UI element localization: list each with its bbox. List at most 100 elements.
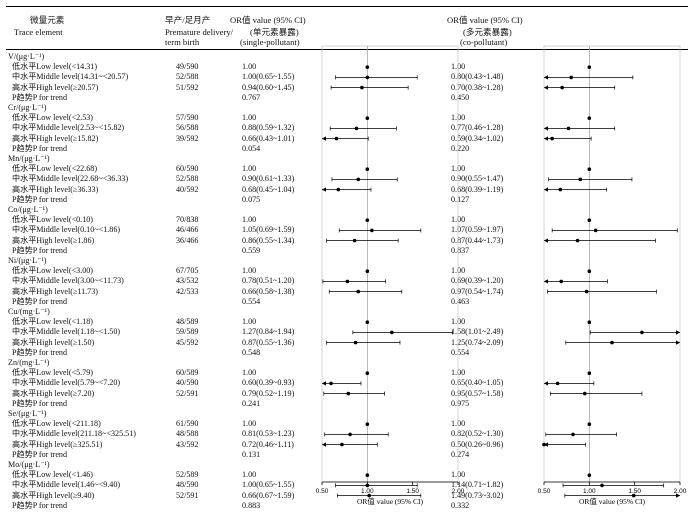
ci-arrow-left — [544, 85, 548, 90]
table-row: 中水平Middle level(3.00~<11.73) 43/532 0.78(0… — [0, 276, 700, 286]
row-label: 中水平Middle level(1.18~<1.50) — [12, 327, 121, 337]
ci-arrow-right — [676, 340, 680, 345]
header-count-cn: 早产/足月产 — [165, 15, 211, 25]
row-label: 中水平Middle level(0.10~<1.86) — [12, 225, 121, 235]
or-point — [558, 187, 563, 192]
row-single-or: 0.66(0.58~1.38) — [242, 286, 295, 296]
or-point — [631, 493, 636, 498]
row-count: 45/592 — [176, 337, 199, 347]
or-point — [353, 340, 358, 345]
group-header: Mo/(μg·L⁻¹) — [0, 460, 700, 470]
row-label: 中水平Middle level(14.31~<20.57) — [12, 72, 129, 82]
or-point — [569, 75, 573, 80]
trend-label: P趋势P for trend — [12, 143, 68, 153]
ci-arrow-left — [544, 238, 548, 243]
or-point — [365, 269, 370, 274]
row-count: 42/533 — [176, 286, 199, 296]
header-multi-cn: (多元素暴露) — [463, 27, 512, 37]
header-single-title: OR值 value (95% CI) — [230, 15, 306, 25]
row-multi-or: 0.82(0.52~1.30) — [451, 429, 504, 439]
or-point — [600, 483, 604, 488]
row-multi-or: 0.50(0.26~0.96) — [451, 439, 504, 449]
row-count: 40/592 — [176, 184, 199, 194]
panel-frame — [321, 45, 459, 483]
trend-single-p: 0.883 — [242, 500, 261, 510]
trend-multi-p: 0.274 — [451, 449, 470, 459]
row-single-or: 1.00(0.65~1.55) — [242, 480, 295, 490]
table-row: 高水平High level(≥36.33) 40/592 0.68(0.45~1.0… — [0, 185, 700, 195]
table-row: 中水平Middle level(22.68~<36.33) 52/588 0.90(… — [0, 174, 700, 184]
or-point — [578, 177, 583, 182]
row-label: 低水平Low level(<14.31) — [12, 62, 98, 72]
or-point — [587, 116, 592, 120]
row-multi-or: 0.65(0.40~1.05) — [451, 378, 504, 388]
row-single-or: 1.00 — [242, 164, 257, 174]
or-point — [365, 218, 370, 222]
group-name: V/(μg·L⁻¹) — [8, 52, 45, 61]
or-point — [587, 218, 592, 222]
or-point — [587, 269, 592, 274]
or-point — [587, 473, 592, 478]
trend-row: P趋势P for trend 0.241 0.975 — [0, 399, 700, 409]
row-multi-or: 0.90(0.55~1.47) — [451, 174, 504, 184]
or-point — [370, 228, 374, 233]
or-point — [365, 75, 370, 80]
row-count: 36/466 — [176, 235, 199, 245]
group-name: Mn/(μg·L⁻¹) — [8, 154, 50, 163]
header-multi-title: OR值 value (95% CI) — [447, 15, 523, 25]
row-label: 高水平High level(≥7.20) — [12, 388, 95, 398]
trend-row: P趋势P for trend 0.559 0.837 — [0, 246, 700, 256]
row-count: 46/466 — [176, 225, 199, 235]
or-point — [571, 432, 575, 437]
row-multi-or: 1.14(0.71~1.82) — [451, 480, 504, 490]
panel-frame — [543, 45, 681, 483]
row-count: 48/589 — [176, 317, 199, 327]
group-header: V/(μg·L⁻¹) — [0, 52, 700, 62]
table-row: 中水平Middle level(211.18~<325.51) 48/588 0.8… — [0, 429, 700, 439]
or-point — [640, 330, 644, 335]
trend-single-p: 0.767 — [242, 92, 261, 102]
row-multi-or: 1.07(0.59~1.97) — [451, 225, 504, 235]
row-label: 低水平Low level(<211.18) — [12, 419, 101, 429]
row-multi-or: 0.97(0.54~1.74) — [451, 286, 504, 296]
trend-multi-p: 0.127 — [451, 194, 470, 204]
or-point — [550, 136, 554, 141]
group-header: Zn/(mg·L⁻¹) — [0, 358, 700, 368]
table-row: 高水平High level(≥1.50) 45/592 0.87(0.55~1.36… — [0, 338, 700, 348]
or-point — [593, 228, 598, 233]
or-point — [365, 116, 370, 120]
or-point — [345, 279, 350, 284]
table-row: 高水平High level(≥11.73) 42/533 0.66(0.58~1.3… — [0, 287, 700, 297]
trend-row: P趋势P for trend 0.554 0.463 — [0, 297, 700, 307]
row-single-or: 1.00 — [242, 368, 257, 378]
group-name: Co/(μg·L⁻¹) — [8, 205, 48, 214]
row-single-or: 0.78(0.51~1.20) — [242, 276, 295, 286]
or-point — [587, 320, 592, 325]
or-point — [365, 371, 370, 376]
row-count: 56/588 — [176, 123, 199, 133]
table-row: 高水平High level(≥15.82) 39/592 0.66(0.43~1.0… — [0, 134, 700, 144]
row-label: 低水平Low level(<1.46) — [12, 470, 93, 480]
row-multi-or: 0.80(0.43~1.48) — [451, 72, 504, 82]
ci-arrow-left — [544, 126, 548, 131]
table-row: 高水平High level(≥1.86) 36/466 0.86(0.55~1.34… — [0, 236, 700, 246]
trend-multi-p: 0.975 — [451, 398, 470, 408]
group-header: Se/(μg·L⁻¹) — [0, 409, 700, 419]
or-point — [329, 381, 333, 386]
row-count: 60/590 — [176, 164, 199, 174]
header-single-en: (single-pollutant) — [240, 37, 300, 47]
row-count: 49/590 — [176, 62, 199, 72]
top-rule — [6, 6, 688, 7]
or-point — [365, 320, 370, 325]
or-point — [587, 167, 592, 171]
trend-single-p: 0.241 — [242, 398, 261, 408]
row-label: 低水平Low level(<2.53) — [12, 113, 93, 123]
ci-arrow-left — [544, 75, 548, 80]
ci-arrow-left — [322, 187, 326, 192]
group-name: Zn/(mg·L⁻¹) — [8, 358, 50, 367]
ci-arrow-left — [544, 442, 548, 447]
ci-arrow-left — [544, 279, 548, 284]
ci-arrow-left — [544, 187, 548, 192]
or-point — [356, 289, 361, 294]
row-single-or: 1.00 — [242, 470, 257, 480]
